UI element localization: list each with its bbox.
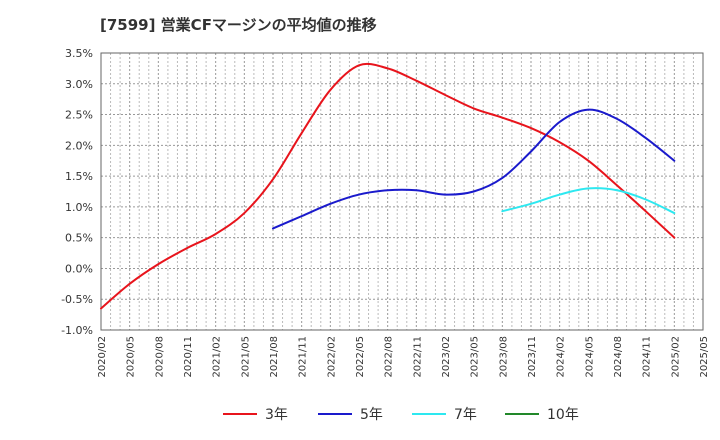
x-tick-label: 2024/02: [556, 336, 567, 378]
grid: [100, 52, 704, 331]
y-tick-label: 3.5%: [65, 47, 93, 60]
x-tick-label: 2025/02: [670, 336, 681, 378]
x-tick-label: 2025/05: [699, 336, 710, 378]
legend: 3年 5年 7年 10年: [223, 407, 579, 423]
y-tick-label: 2.0%: [65, 139, 93, 152]
legend-label: 10年: [547, 407, 579, 423]
legend-label: 3年: [265, 407, 288, 423]
x-tick-label: 2021/11: [298, 336, 309, 378]
x-tick-label: 2022/02: [326, 336, 337, 378]
series-line-1: [272, 108, 676, 230]
y-tick-label: 1.5%: [65, 170, 93, 183]
chart-title: [7599] 営業CFマージンの平均値の推移: [100, 16, 377, 34]
x-tick-label: 2020/05: [126, 336, 137, 378]
y-tick-label: 0.5%: [65, 232, 93, 245]
x-tick-label: 2023/05: [470, 336, 481, 378]
y-tick-label: 0.0%: [65, 262, 93, 275]
x-tick-label: 2020/02: [97, 336, 108, 378]
y-tick-label: 3.0%: [65, 78, 93, 91]
plot-frame: [100, 52, 704, 331]
x-tick-label: 2024/05: [584, 336, 595, 378]
x-tick-label: 2022/11: [412, 336, 423, 378]
x-tick-label: 2022/08: [384, 336, 395, 378]
y-tick-labels: 3.5% 3.0% 2.5% 2.0% 1.5% 1.0% 0.5% 0.0% -0.5% -1.…: [61, 47, 93, 337]
x-tick-label: 2020/08: [154, 336, 165, 378]
series-lines: [100, 62, 676, 310]
x-tick-label: 2021/02: [212, 336, 223, 378]
y-tick-label: 2.5%: [65, 109, 93, 122]
legend-label: 5年: [360, 407, 383, 423]
y-tick-label: -1.0%: [61, 324, 93, 337]
x-tick-label: 2020/11: [183, 336, 194, 378]
x-tick-label: 2021/08: [269, 336, 280, 378]
series-line-2: [501, 187, 676, 215]
x-tick-label: 2023/08: [498, 336, 509, 378]
x-tick-label: 2024/11: [642, 336, 653, 378]
y-tick-label: 1.0%: [65, 201, 93, 214]
x-tick-label: 2024/08: [613, 336, 624, 378]
x-tick-label: 2023/02: [441, 336, 452, 378]
legend-label: 7年: [454, 407, 477, 423]
y-tick-label: -0.5%: [61, 293, 93, 306]
x-tick-labels: 2020/02 2020/05 2020/08 2020/11 2021/02 2021/…: [97, 336, 710, 378]
x-tick-label: 2021/05: [240, 336, 251, 378]
x-tick-label: 2022/05: [355, 336, 366, 378]
x-tick-label: 2023/11: [527, 336, 538, 378]
series-line-0: [100, 62, 676, 310]
